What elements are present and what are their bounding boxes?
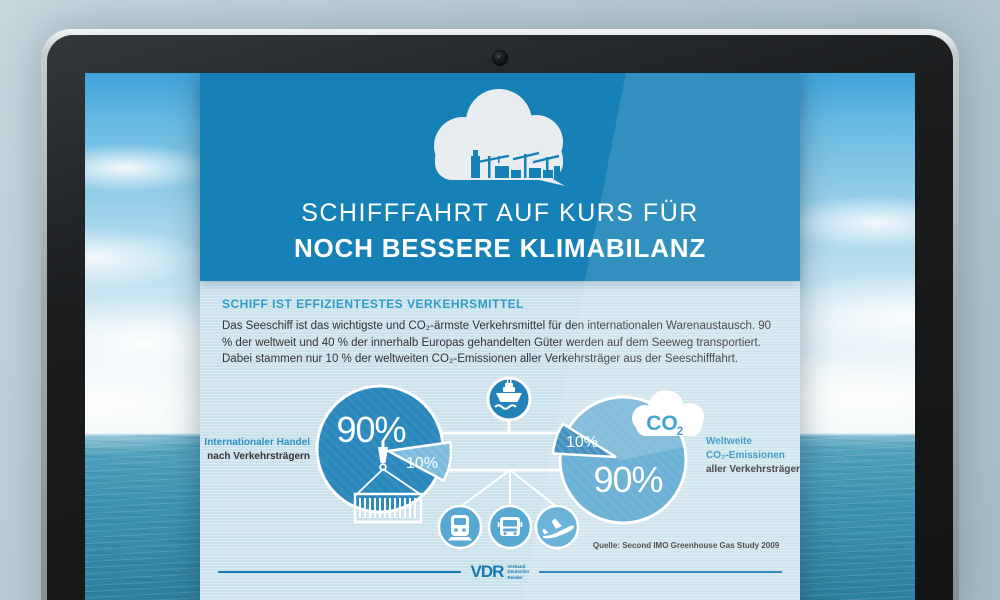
left-pie-wedge-10 [384,440,453,483]
page-footer: VDR Verband Deutscher Reeder [218,562,783,582]
vdr-logo-subtext: Verband Deutscher Reeder [507,564,529,581]
train-icon [448,515,472,541]
page-title-line1: SCHIFFFAHRT AUF KURS FÜR [301,199,699,227]
left-pie-caption-line1: Internationaler Handel [204,437,310,448]
footer-line-right [539,571,783,573]
left-pie-caption-line2: nach Verkehrsträgern [207,451,310,462]
source-note: Quelle: Second IMO Greenhouse Gas Study … [593,541,780,550]
right-pie-caption: Weltweite CO₂-Emissionen aller Verkehrst… [706,436,800,475]
cloud-ship-icon [434,89,565,186]
ship-icon [494,379,522,410]
plane-icon [542,518,575,539]
monitor-frame: SCHIFFFAHRT AUF KURS FÜR NOCH BESSERE KL… [41,29,959,600]
vdr-logo: VDR Verband Deutscher Reeder [471,562,530,582]
infographic-page: SCHIFFFAHRT AUF KURS FÜR NOCH BESSERE KL… [200,73,800,600]
vdr-logo-text: VDR [470,562,505,581]
webcam-icon [492,50,508,66]
section-heading: SCHIFF IST EFFIZIENTESTES VERKEHRSMITTEL [222,297,525,311]
co2-cloud-icon: CO 2 [632,390,704,438]
screen: SCHIFFFAHRT AUF KURS FÜR NOCH BESSERE KL… [85,73,915,600]
left-pie-large-value: 90% [336,409,405,450]
vdr-logo-subtext-line1: Verband [507,563,526,569]
infographic-header: SCHIFFFAHRT AUF KURS FÜR NOCH BESSERE KL… [200,73,800,281]
page-title-line2: NOCH BESSERE KLIMABILANZ [293,233,707,263]
co2-cloud-label-sub: 2 [677,424,684,438]
left-pie-small-value: 10% [406,455,438,472]
intro-section: SCHIFF IST EFFIZIENTESTES VERKEHRSMITTEL… [200,281,800,368]
section-paragraph: Das Seeschiff ist das wichtigste und CO₂… [222,320,772,366]
right-pie-small-value: 10% [566,434,598,451]
right-pie-caption-line2: CO₂-Emissionen [706,450,785,461]
footer-line-left [218,571,461,573]
right-pie-caption-line3: aller Verkehrsträger [706,464,800,475]
vdr-logo-subtext-line3: Reeder [507,574,523,580]
transport-nodes [437,504,580,550]
right-pie-wedge-10 [551,422,617,459]
right-pie-caption-line1: Weltweite [706,436,752,447]
bus-icon [497,517,523,536]
pie-diagram: 90% 10% Internationaler Handel nach Verk… [204,376,800,550]
ship-node [486,376,532,422]
right-pie-large-value: 90% [593,459,662,500]
container-crane-icon [353,441,423,524]
vdr-logo-subtext-line2: Deutscher [507,569,530,575]
left-pie-chart: 90% 10% Internationaler Handel nach Verk… [204,384,453,524]
co2-cloud-label: CO [646,412,678,435]
